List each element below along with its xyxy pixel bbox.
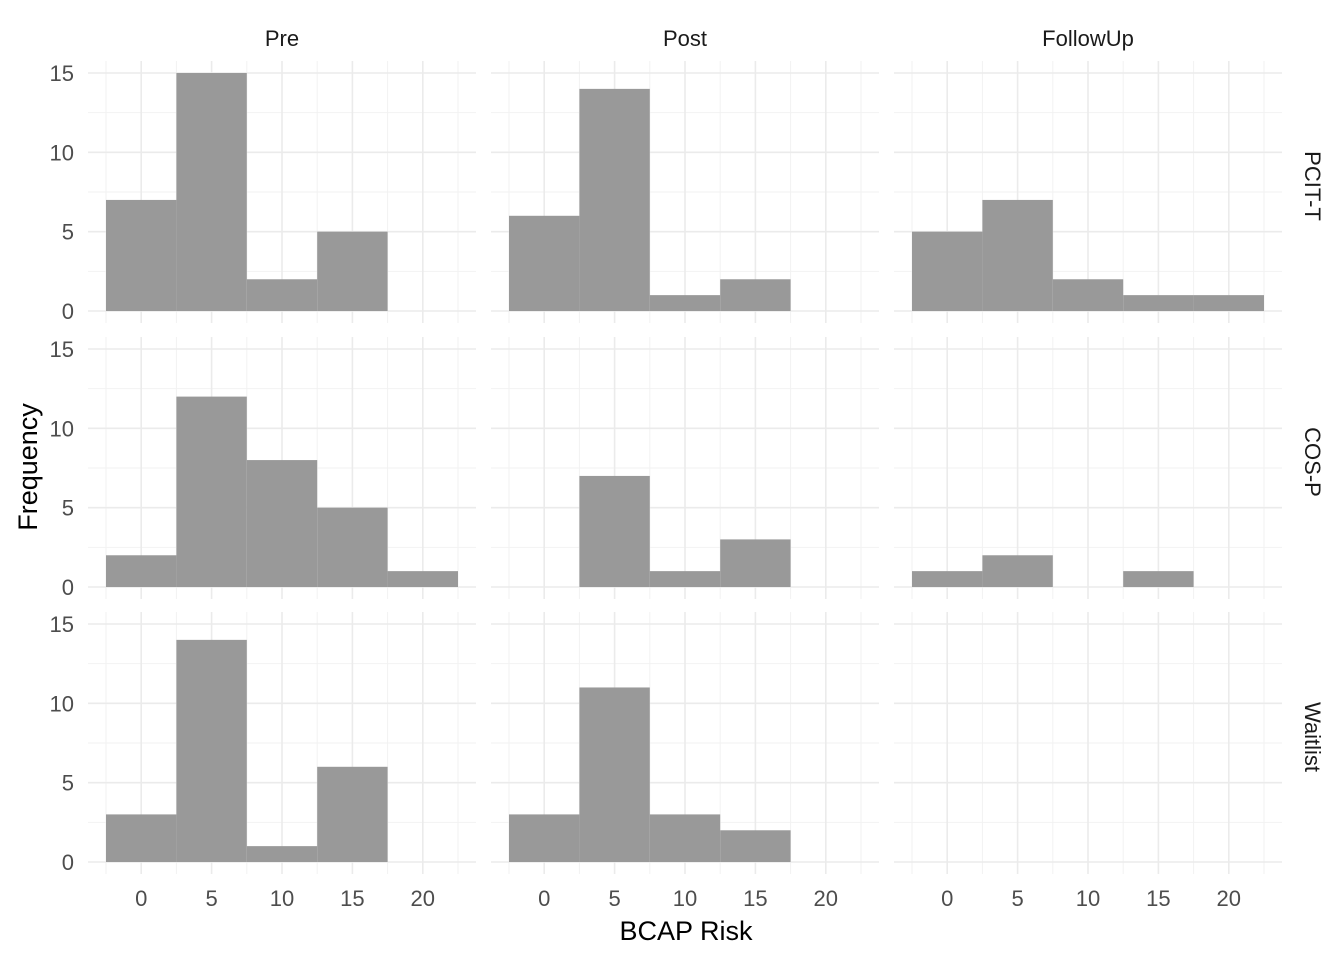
histogram-bar [1123, 571, 1194, 587]
x-tick-label: 0 [135, 886, 147, 911]
y-tick-label: 5 [62, 220, 74, 245]
histogram-bar [579, 687, 650, 862]
y-tick-label: 15 [50, 337, 74, 362]
x-tick-label: 20 [411, 886, 435, 911]
y-axis-title: Frequency [13, 403, 43, 531]
histogram-bar [649, 295, 721, 311]
panel-pcit-t-post [491, 61, 879, 323]
row-strip-label: PCIT-T [1300, 151, 1325, 221]
x-tick-label: 10 [1076, 886, 1100, 911]
column-strip-label: FollowUp [1042, 26, 1134, 51]
panel-waitlist-post [491, 612, 879, 874]
histogram-bar [912, 231, 983, 311]
x-tick-label: 5 [1011, 886, 1023, 911]
histogram-bar [579, 88, 650, 311]
panel-cos-p-followup [894, 337, 1282, 599]
histogram-bar [176, 639, 247, 862]
x-tick-label: 15 [340, 886, 364, 911]
y-tick-label: 10 [50, 140, 74, 165]
column-strip-label: Post [663, 26, 707, 51]
histogram-bar [317, 507, 388, 587]
histogram-bar [720, 539, 791, 587]
histogram-bar [912, 571, 983, 587]
y-tick-label: 0 [62, 299, 74, 324]
x-tick-label: 15 [1146, 886, 1170, 911]
panel-cos-p-post [491, 337, 879, 599]
histogram-bar [720, 830, 791, 862]
y-tick-label: 5 [62, 771, 74, 796]
y-tick-label: 0 [62, 575, 74, 600]
histogram-bar [176, 396, 247, 587]
x-axis-title: BCAP Risk [619, 916, 753, 946]
row-strip-label: COS-P [1300, 427, 1325, 497]
y-tick-label: 5 [62, 496, 74, 521]
row-strip-label: Waitlist [1300, 702, 1325, 772]
histogram-bar [246, 460, 318, 587]
x-tick-label: 5 [205, 886, 217, 911]
x-tick-label: 5 [608, 886, 620, 911]
histogram-bar [509, 215, 580, 311]
histogram-bar [509, 814, 580, 862]
x-tick-label: 20 [814, 886, 838, 911]
x-tick-label: 10 [270, 886, 294, 911]
histogram-bar [982, 555, 1053, 587]
column-strip-label: Pre [265, 26, 299, 51]
x-tick-label: 0 [941, 886, 953, 911]
histogram-bar [982, 199, 1053, 311]
histogram-bar [246, 279, 318, 311]
histogram-bar [317, 766, 388, 862]
histogram-bar [106, 555, 177, 587]
panels-layer: 0 5 10 15 0 5 10 15 0 5 10 15 0 5 10 15 20 0 5 10 15 20 0 5 10 15… [50, 26, 1325, 911]
x-tick-label: 0 [538, 886, 550, 911]
histogram-bar [246, 846, 318, 862]
panel-waitlist-followup [894, 612, 1282, 874]
histogram-bar [649, 814, 721, 862]
x-tick-label: 15 [743, 886, 767, 911]
histogram-bar [579, 475, 650, 587]
histogram-bar [649, 571, 721, 587]
histogram-bar [106, 814, 177, 862]
histogram-bar [176, 73, 247, 311]
y-tick-label: 15 [50, 61, 74, 86]
histogram-bar [317, 231, 388, 311]
panel-pcit-t-followup [894, 61, 1282, 323]
histogram-bar [106, 199, 177, 311]
panel-pcit-t-pre [88, 61, 476, 323]
y-tick-label: 0 [62, 850, 74, 875]
histogram-bar [1193, 295, 1264, 311]
panel-waitlist-pre [88, 612, 476, 874]
x-tick-label: 20 [1217, 886, 1241, 911]
x-tick-label: 10 [673, 886, 697, 911]
histogram-bar [1052, 279, 1124, 311]
y-tick-label: 10 [50, 691, 74, 716]
y-tick-label: 10 [50, 416, 74, 441]
histogram-bar [387, 571, 458, 587]
histogram-bar [720, 279, 791, 311]
panel-cos-p-pre [88, 337, 476, 599]
y-tick-label: 15 [50, 612, 74, 637]
histogram-bar [1123, 295, 1194, 311]
